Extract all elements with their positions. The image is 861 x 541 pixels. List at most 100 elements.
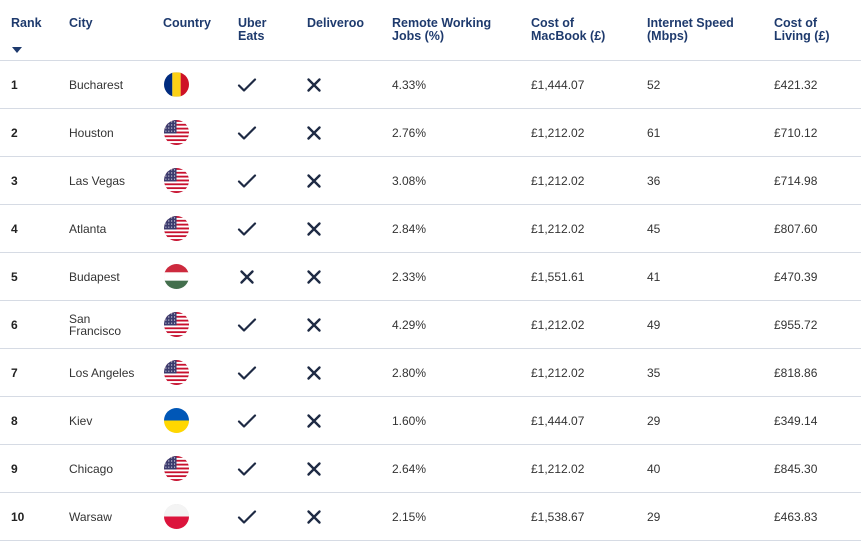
usa-flag-icon [164, 360, 189, 385]
cost-of-living-cell: £714.98 [774, 173, 818, 188]
deliveroo-cell [306, 349, 322, 396]
cross-icon [306, 173, 322, 189]
deliveroo-cell [306, 205, 322, 252]
uber-eats-cell [237, 349, 257, 396]
table-row[interactable]: 3 Las Vegas 3.08% £1,212.02 36 £714.98 [0, 157, 861, 205]
rank-cell: 6 [11, 317, 18, 332]
macbook-cost-cell: £1,212.02 [531, 317, 585, 332]
country-cell [164, 445, 189, 492]
macbook-cost-cell: £1,212.02 [531, 173, 585, 188]
remote-jobs-cell: 2.15% [392, 509, 427, 524]
internet-speed-cell: 40 [647, 461, 661, 476]
usa-flag-icon [164, 168, 189, 193]
remote-jobs-cell: 1.60% [392, 413, 427, 428]
macbook-cost-cell: £1,212.02 [531, 365, 585, 380]
cost-of-living-cell: £421.32 [774, 77, 818, 92]
rank-cell: 8 [11, 413, 18, 428]
macbook-cost-cell: £1,551.61 [531, 269, 585, 284]
rank-cell: 7 [11, 365, 18, 380]
check-icon [237, 509, 257, 525]
cost-of-living-cell: £349.14 [774, 413, 818, 428]
cross-icon [306, 461, 322, 477]
cross-icon [306, 509, 322, 525]
cross-icon [306, 413, 322, 429]
column-header-macbook-cost[interactable]: Cost of MacBook (£) [531, 16, 606, 43]
check-icon [237, 221, 257, 237]
check-icon [237, 365, 257, 381]
column-header-city[interactable]: City [69, 16, 93, 30]
internet-speed-cell: 29 [647, 413, 661, 428]
remote-jobs-cell: 2.84% [392, 221, 427, 236]
internet-speed-cell: 35 [647, 365, 661, 380]
column-header-deliveroo[interactable]: Deliveroo [307, 16, 364, 30]
table-row[interactable]: 7 Los Angeles 2.80% £1,212.02 35 £818.86 [0, 349, 861, 397]
table-row[interactable]: 4 Atlanta 2.84% £1,212.02 45 £807.60 [0, 205, 861, 253]
cross-icon [306, 365, 322, 381]
internet-speed-cell: 45 [647, 221, 661, 236]
cost-of-living-cell: £463.83 [774, 509, 818, 524]
column-header-internet-speed[interactable]: Internet Speed (Mbps) [647, 16, 734, 43]
city-cell: Las Vegas [69, 173, 126, 188]
column-header-country[interactable]: Country [163, 16, 211, 30]
city-cell: Budapest [69, 269, 120, 284]
usa-flag-icon [164, 312, 189, 337]
city-cell: Atlanta [69, 221, 107, 236]
uber-eats-cell [237, 253, 255, 300]
sort-descending-icon[interactable] [12, 47, 22, 53]
table-row[interactable]: 1 Bucharest 4.33% £1,444.07 52 £421.32 [0, 61, 861, 109]
remote-jobs-cell: 2.64% [392, 461, 427, 476]
table-body: 1 Bucharest 4.33% £1,444.07 52 £421.32 2 Housto… [0, 61, 861, 541]
cross-icon [239, 269, 255, 285]
deliveroo-cell [306, 301, 322, 348]
cost-of-living-cell: £807.60 [774, 221, 818, 236]
table-row[interactable]: 8 Kiev 1.60% £1,444.07 29 £349.14 [0, 397, 861, 445]
macbook-cost-cell: £1,538.67 [531, 509, 585, 524]
city-cell: Bucharest [69, 77, 124, 92]
cross-icon [306, 269, 322, 285]
usa-flag-icon [164, 456, 189, 481]
uber-eats-cell [237, 301, 257, 348]
deliveroo-cell [306, 109, 322, 156]
cross-icon [306, 125, 322, 141]
macbook-cost-cell: £1,212.02 [531, 461, 585, 476]
city-cell: Houston [69, 125, 114, 140]
uber-eats-cell [237, 157, 257, 204]
country-cell [164, 349, 189, 396]
uber-eats-cell [237, 493, 257, 540]
check-icon [237, 125, 257, 141]
table-row[interactable]: 2 Houston 2.76% £1,212.02 61 £710.12 [0, 109, 861, 157]
rank-cell: 3 [11, 173, 18, 188]
cost-of-living-cell: £818.86 [774, 365, 818, 380]
remote-jobs-cell: 4.29% [392, 317, 427, 332]
cross-icon [306, 317, 322, 333]
macbook-cost-cell: £1,444.07 [531, 77, 585, 92]
column-header-cost-of-living[interactable]: Cost of Living (£) [774, 16, 830, 43]
city-cell: Los Angeles [69, 365, 135, 380]
rank-cell: 10 [11, 509, 25, 524]
remote-jobs-cell: 2.80% [392, 365, 427, 380]
table-row[interactable]: 9 Chicago 2.64% £1,212.02 40 £845.30 [0, 445, 861, 493]
table-row[interactable]: 6 San Francisco 4.29% £1,212.02 49 £955.72 [0, 301, 861, 349]
uber-eats-cell [237, 397, 257, 444]
city-cell: Chicago [69, 461, 114, 476]
column-header-remote-jobs[interactable]: Remote Working Jobs (%) [392, 16, 492, 43]
deliveroo-cell [306, 61, 322, 108]
internet-speed-cell: 29 [647, 509, 661, 524]
rank-cell: 9 [11, 461, 18, 476]
macbook-cost-cell: £1,212.02 [531, 125, 585, 140]
internet-speed-cell: 61 [647, 125, 661, 140]
city-cell: Kiev [69, 413, 93, 428]
internet-speed-cell: 52 [647, 77, 661, 92]
column-header-uber-eats[interactable]: Uber Eats [238, 16, 267, 43]
table-row[interactable]: 5 Budapest 2.33% £1,551.61 41 £470.39 [0, 253, 861, 301]
table-row[interactable]: 10 Warsaw 2.15% £1,538.67 29 £463.83 [0, 493, 861, 541]
usa-flag-icon [164, 120, 189, 145]
remote-jobs-cell: 2.33% [392, 269, 427, 284]
uber-eats-cell [237, 61, 257, 108]
rank-cell: 4 [11, 221, 18, 236]
check-icon [237, 317, 257, 333]
check-icon [237, 173, 257, 189]
country-cell [164, 493, 189, 540]
country-cell [164, 157, 189, 204]
column-header-rank[interactable]: Rank [11, 16, 42, 30]
